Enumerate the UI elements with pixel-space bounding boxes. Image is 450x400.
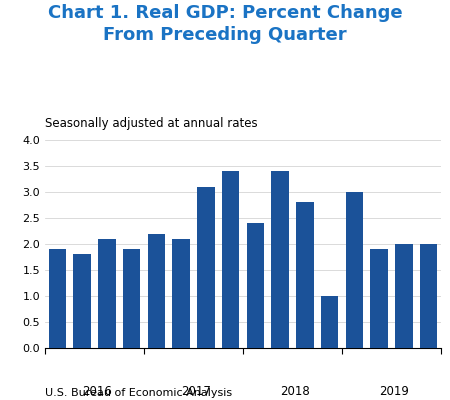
Bar xyxy=(197,187,215,348)
Bar xyxy=(98,239,116,348)
Bar xyxy=(222,171,239,348)
Text: 2019: 2019 xyxy=(379,386,409,398)
Bar xyxy=(271,171,289,348)
Bar xyxy=(73,254,91,348)
Bar xyxy=(296,202,314,348)
Text: 2017: 2017 xyxy=(181,386,211,398)
Text: Chart 1. Real GDP: Percent Change
From Preceding Quarter: Chart 1. Real GDP: Percent Change From P… xyxy=(48,4,402,44)
Bar xyxy=(370,249,388,348)
Bar xyxy=(123,249,140,348)
Bar xyxy=(395,244,413,348)
Bar xyxy=(148,234,165,348)
Bar xyxy=(420,244,437,348)
Bar xyxy=(321,296,338,348)
Text: 2018: 2018 xyxy=(280,386,310,398)
Bar xyxy=(172,239,190,348)
Bar xyxy=(49,249,66,348)
Text: 2016: 2016 xyxy=(82,386,112,398)
Bar xyxy=(346,192,363,348)
Text: U.S. Bureau of Economic Analysis: U.S. Bureau of Economic Analysis xyxy=(45,388,232,398)
Bar xyxy=(247,223,264,348)
Text: Seasonally adjusted at annual rates: Seasonally adjusted at annual rates xyxy=(45,117,257,130)
